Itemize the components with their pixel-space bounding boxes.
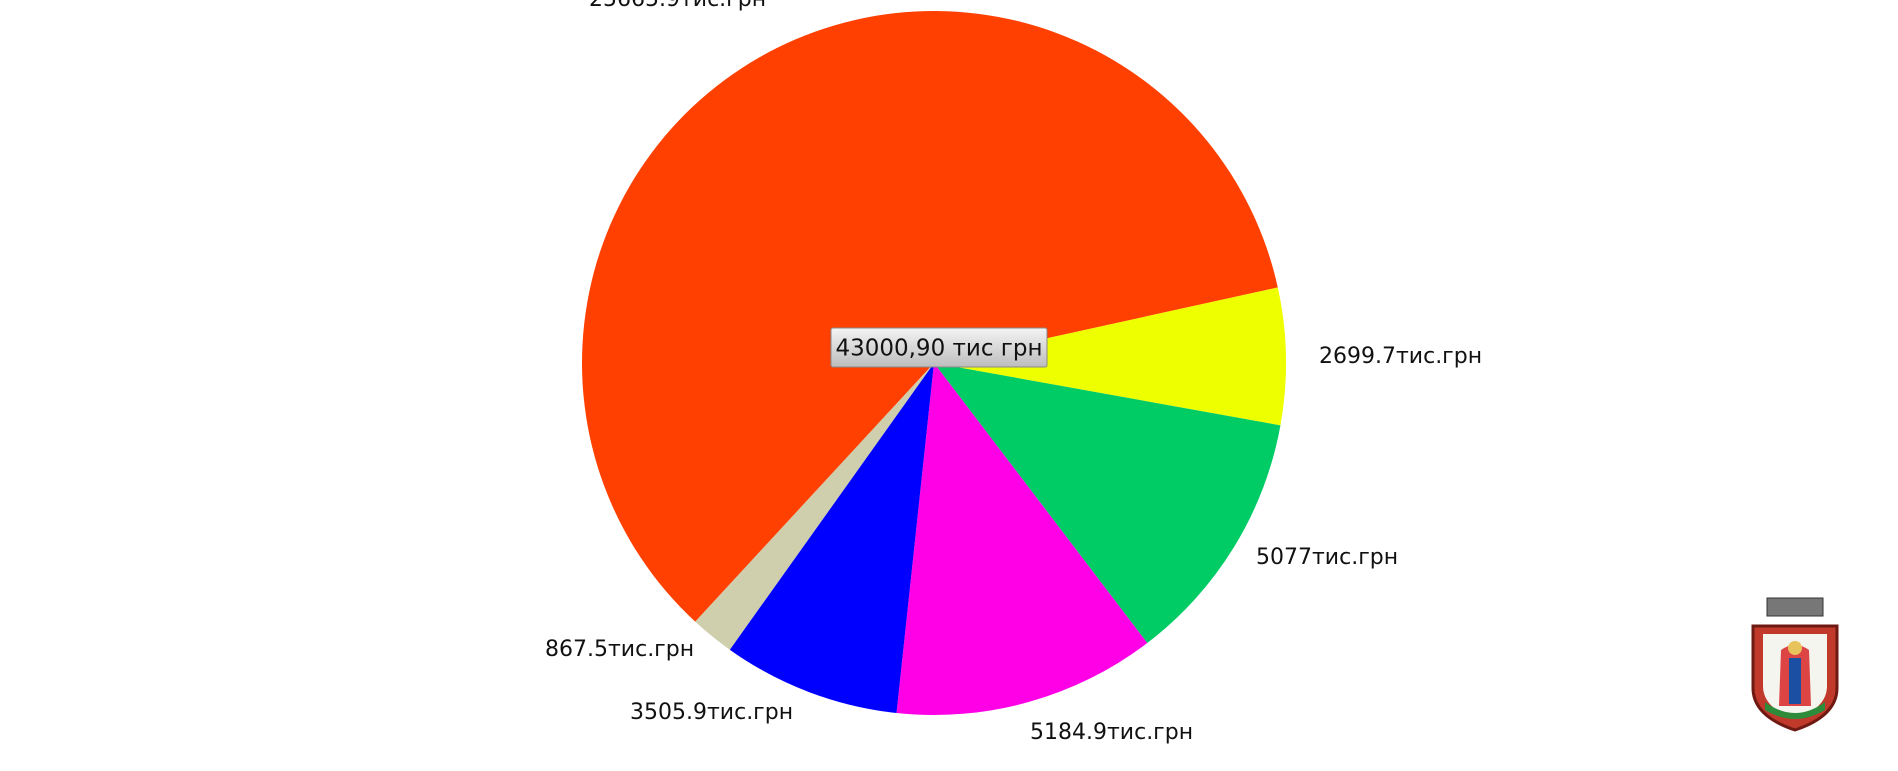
center-box xyxy=(830,327,1048,368)
pie-slice xyxy=(695,363,934,650)
pie-slice xyxy=(934,287,1286,426)
emblem xyxy=(1751,597,1839,732)
value-label: 5184.9тис.грн xyxy=(1030,720,1193,745)
pie-slice xyxy=(934,363,1281,644)
labels: 2699.7тис.грн 5077тис.грн 5184.9тис.грн 350… xyxy=(545,0,1482,745)
value-label: 2699.7тис.грн xyxy=(1319,344,1482,369)
value-label: 25665.9тис.грн xyxy=(589,0,766,12)
pie xyxy=(582,11,1286,715)
pie-slice xyxy=(582,11,1278,622)
pie-slice xyxy=(729,363,934,713)
value-label: 867.5тис.грн xyxy=(545,637,694,662)
pie-slice xyxy=(896,363,1148,715)
value-label: 5077тис.грн xyxy=(1256,545,1398,570)
center-label: 43000,90 тис грн xyxy=(835,336,1042,362)
value-label: 3505.9тис.грн xyxy=(630,700,793,725)
